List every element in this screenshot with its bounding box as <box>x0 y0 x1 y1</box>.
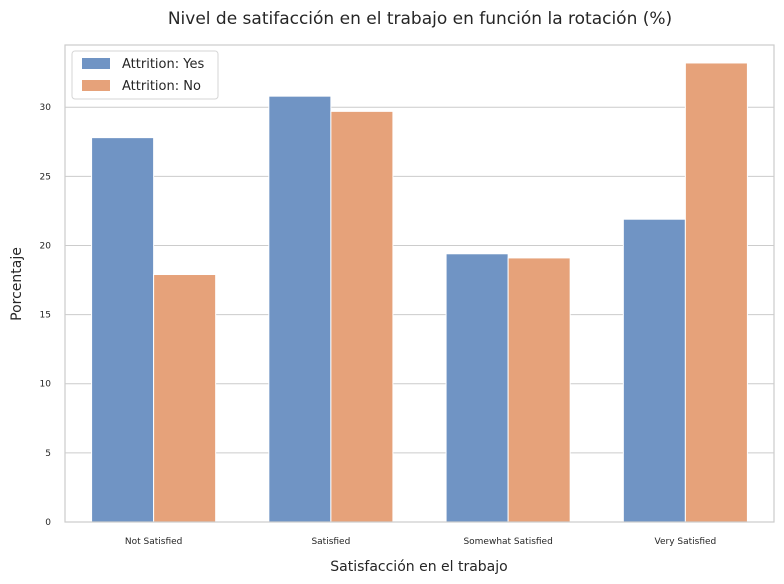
bar-attrition-yes-not-satisfied <box>91 137 155 523</box>
bar-attrition-yes-somewhat-satisfied <box>445 253 509 523</box>
x-axis-label: Satisfacción en el trabajo <box>330 559 507 575</box>
y-axis-label: Porcentaje <box>9 247 25 321</box>
bar-attrition-yes-very-satisfied <box>622 218 686 523</box>
legend-swatch-attrition-no <box>82 80 110 91</box>
bar-attrition-yes-satisfied <box>268 95 332 523</box>
legend-label-attrition-no: Attrition: No <box>122 79 201 94</box>
bar-attrition-no-somewhat-satisfied <box>507 257 571 523</box>
y-tick-label: 0 <box>45 518 51 528</box>
legend-swatch-attrition-yes <box>82 58 110 69</box>
y-tick-label: 25 <box>40 172 51 182</box>
y-tick-label: 15 <box>40 311 51 321</box>
y-tick-label: 5 <box>45 449 51 459</box>
x-tick-label: Very Satisfied <box>655 537 717 547</box>
bar-attrition-no-very-satisfied <box>684 62 748 523</box>
bar-attrition-no-satisfied <box>330 110 394 523</box>
x-tick-label: Not Satisfied <box>125 537 183 547</box>
y-tick-label: 20 <box>40 241 52 251</box>
x-tick-label: Somewhat Satisfied <box>463 537 552 547</box>
axis-ticks: 0 5 10 15 20 25 30 Not Satisfied Satisfied Somewh… <box>40 103 717 547</box>
plot-frame <box>64 44 775 523</box>
y-tick-label: 30 <box>40 103 52 113</box>
chart-title: Nivel de satifacción en el trabajo en fu… <box>168 9 672 29</box>
legend: Attrition: Yes Attrition: No <box>71 50 219 100</box>
y-tick-label: 10 <box>40 380 52 390</box>
bar-attrition-no-not-satisfied <box>153 274 217 523</box>
x-tick-label: Satisfied <box>311 537 350 547</box>
legend-label-attrition-yes: Attrition: Yes <box>122 57 204 72</box>
bars <box>91 62 748 523</box>
